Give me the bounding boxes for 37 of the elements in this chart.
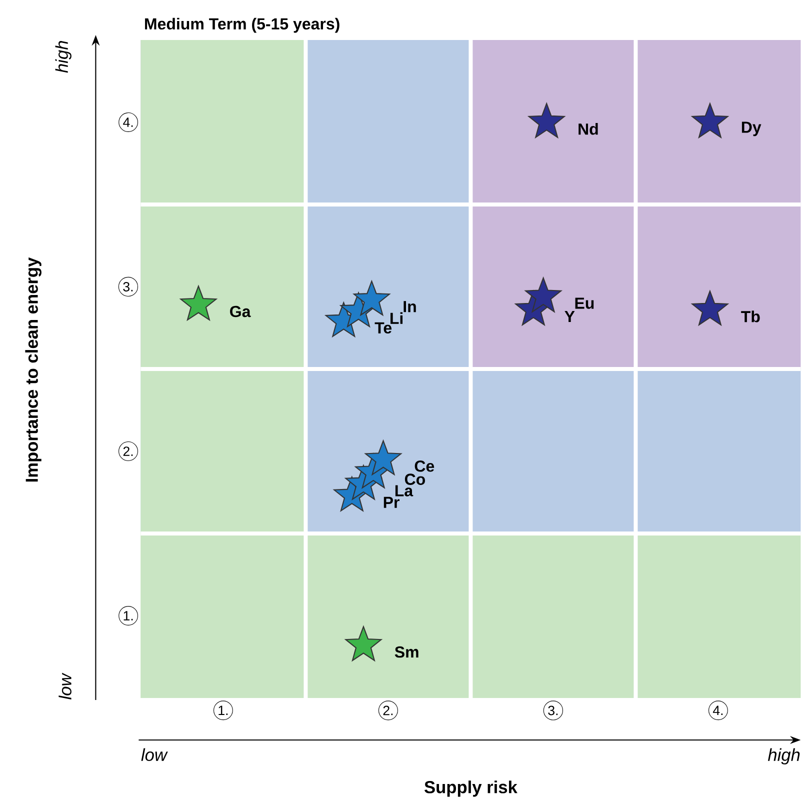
annotation: Li (390, 312, 403, 324)
point (692, 290, 728, 326)
y-tick-label: 4. (123, 118, 133, 127)
annotation: Nd (578, 123, 598, 135)
annotation: Dy (742, 122, 762, 136)
annotation: Ga (230, 306, 251, 318)
point (365, 440, 402, 476)
annotation: Te (374, 322, 392, 334)
annotation: Tb (741, 310, 760, 322)
point (354, 280, 390, 316)
point (528, 103, 566, 138)
annotation: In (404, 301, 416, 312)
text: high (768, 748, 800, 764)
point (525, 277, 562, 312)
y-tick-label: 3. (123, 282, 133, 292)
x-tick-label: 3. (548, 706, 558, 716)
point (180, 286, 217, 320)
point (345, 626, 382, 661)
text: low (141, 748, 168, 761)
annotation: Sm (394, 646, 418, 658)
text: low (58, 672, 72, 700)
annotation: Co (405, 474, 426, 485)
x-tick-label: 1. (218, 706, 228, 715)
text: high (55, 41, 72, 73)
x-tick-label: 4. (713, 706, 723, 715)
annotation: Ce (414, 460, 434, 472)
y-tick-label: 2. (124, 446, 133, 456)
y-axis-title: Importance to clean energy (25, 257, 42, 482)
annotation: Pr (384, 496, 400, 508)
chart-title: Medium Term (5-15 years) (145, 18, 340, 33)
y-tick-label: 1. (124, 611, 133, 620)
annotation: La (396, 485, 414, 496)
annotation: Y (564, 310, 575, 322)
point (692, 103, 728, 138)
x-axis-title: Supply risk (424, 780, 518, 797)
x-tick-label: 2. (383, 706, 393, 716)
annotation: Eu (575, 298, 594, 309)
